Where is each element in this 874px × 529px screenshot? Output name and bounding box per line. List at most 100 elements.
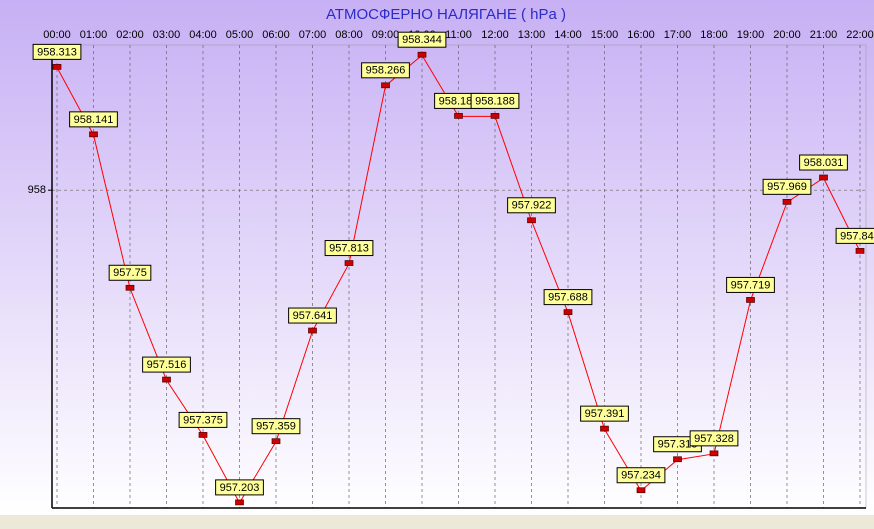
value-label-box <box>361 62 410 79</box>
value-label-box <box>324 240 374 257</box>
value-label-box <box>470 92 520 109</box>
x-tick-label: 01:00 <box>80 29 108 41</box>
value-label-text: 957.641 <box>293 310 333 322</box>
value-label-box <box>69 111 118 128</box>
x-tick-label: 21:00 <box>810 29 838 41</box>
value-label: 957.688 <box>543 289 593 306</box>
value-label-text: 957.844 <box>840 230 874 242</box>
x-tick-label: 16:00 <box>627 29 655 41</box>
footer-bar <box>0 515 874 529</box>
value-label-text: 958.031 <box>804 157 844 169</box>
x-tick-label: 09:00 <box>372 29 400 41</box>
value-label: 958.313 <box>32 43 82 60</box>
value-label-text: 957.969 <box>767 181 807 193</box>
value-label-text: 957.922 <box>512 200 552 212</box>
x-tick-label: 17:00 <box>664 29 692 41</box>
value-label-text: 957.813 <box>329 242 369 254</box>
data-point <box>381 82 390 89</box>
x-tick-label: 06:00 <box>262 29 290 41</box>
value-label: 957.203 <box>215 479 264 496</box>
value-label-text: 958.344 <box>402 34 442 46</box>
value-label-box <box>251 418 301 435</box>
value-label: 957.844 <box>835 227 874 244</box>
x-tick-label: 02:00 <box>116 29 144 41</box>
value-label: 957.922 <box>507 197 556 214</box>
value-label-box <box>580 405 629 422</box>
x-tick-label: 14:00 <box>554 29 582 41</box>
x-tick-label: 22:00 <box>846 29 874 41</box>
value-label: 957.375 <box>178 411 228 428</box>
value-label-box <box>762 178 812 195</box>
value-label-text: 958.313 <box>37 46 77 58</box>
value-label: 957.313 <box>653 436 702 453</box>
value-label-text: 957.75 <box>113 267 147 279</box>
data-point <box>636 487 646 494</box>
value-label-box <box>178 411 228 428</box>
data-point <box>819 174 828 181</box>
value-label-box <box>726 276 775 293</box>
value-label: 957.234 <box>616 467 666 484</box>
value-label-box <box>799 154 848 171</box>
value-label: 957.719 <box>726 276 775 293</box>
data-point <box>563 309 573 315</box>
data-point <box>527 217 536 224</box>
data-point <box>709 450 719 457</box>
value-label-box <box>616 467 666 484</box>
x-tick-label: 00:00 <box>43 29 71 41</box>
data-point <box>162 376 171 383</box>
x-tick-label: 15:00 <box>591 29 619 41</box>
value-label: 957.328 <box>689 430 739 447</box>
data-point <box>52 64 62 70</box>
value-label-text: 958.266 <box>366 65 406 77</box>
value-label-text: 958.141 <box>74 114 114 126</box>
value-label-box <box>108 264 152 281</box>
value-label-text: 957.234 <box>621 470 661 482</box>
value-label-box <box>215 479 264 496</box>
x-tick-label: 05:00 <box>226 29 254 41</box>
x-tick-label: 12:00 <box>481 29 509 41</box>
data-point <box>344 260 354 266</box>
y-tick-label: 958 <box>28 184 46 196</box>
data-point <box>600 425 609 432</box>
value-label-box <box>543 289 593 306</box>
value-label: 958.188 <box>470 92 520 109</box>
value-label-text: 957.359 <box>256 421 296 433</box>
value-label-box <box>32 43 82 60</box>
data-point <box>454 113 463 119</box>
value-label-box <box>397 31 447 48</box>
value-label: 958.266 <box>361 62 410 79</box>
data-point <box>417 51 427 58</box>
value-label: 958.031 <box>799 154 848 171</box>
value-label: 957.813 <box>324 240 374 257</box>
value-label-text: 957.719 <box>731 279 771 291</box>
value-label-text: 957.375 <box>183 414 223 426</box>
data-point <box>746 297 755 303</box>
x-tick-label: 19:00 <box>737 29 765 41</box>
x-tick-label: 08:00 <box>335 29 363 41</box>
value-label-text: 958.188 <box>475 95 515 107</box>
x-tick-label: 03:00 <box>153 29 181 41</box>
data-point <box>308 327 317 334</box>
value-label-box <box>689 430 739 447</box>
value-label: 957.516 <box>142 356 191 373</box>
value-label: 957.391 <box>580 405 629 422</box>
value-label-box <box>507 197 556 214</box>
value-label-text: 957.328 <box>694 433 734 445</box>
value-label: 958.188 <box>434 92 483 109</box>
value-label-text: 957.688 <box>548 292 588 304</box>
data-point <box>855 248 865 254</box>
value-label: 957.359 <box>251 418 301 435</box>
value-label-box <box>835 227 874 244</box>
x-tick-label: 07:00 <box>299 29 327 41</box>
background <box>0 0 874 515</box>
x-tick-label: 04:00 <box>189 29 217 41</box>
value-label-box <box>142 356 191 373</box>
data-point <box>235 499 244 506</box>
x-tick-label: 20:00 <box>773 29 801 41</box>
x-tick-label: 18:00 <box>700 29 728 41</box>
value-label: 957.75 <box>108 264 152 281</box>
data-point <box>782 198 792 205</box>
value-label-text: 957.391 <box>585 408 625 420</box>
value-label: 958.344 <box>397 31 447 48</box>
